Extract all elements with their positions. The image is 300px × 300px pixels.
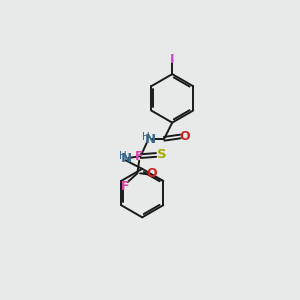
Text: N: N (144, 133, 155, 146)
Text: H: H (142, 132, 150, 142)
Text: F: F (121, 180, 129, 193)
Text: H: H (119, 151, 127, 161)
Text: F: F (134, 149, 143, 163)
Text: I: I (170, 52, 175, 66)
Text: N: N (121, 152, 132, 165)
Text: S: S (157, 148, 166, 161)
Text: O: O (146, 167, 157, 180)
Text: O: O (179, 130, 190, 143)
